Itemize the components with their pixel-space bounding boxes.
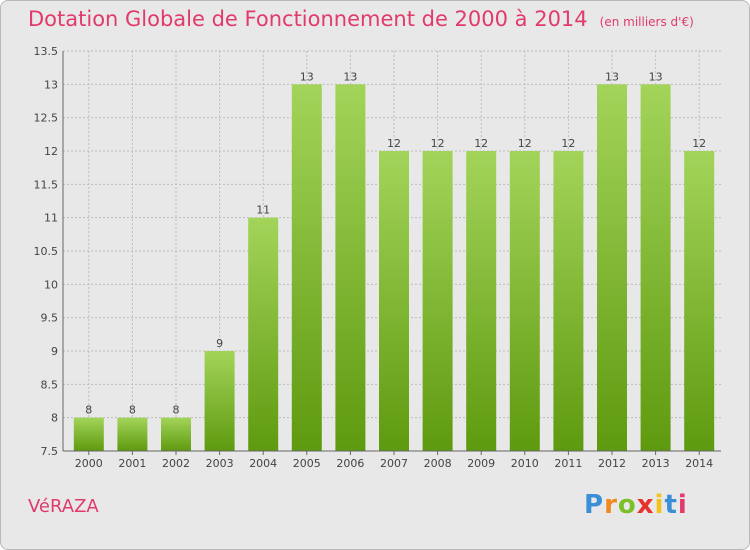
bar-2006 [335, 84, 366, 451]
y-tick-label: 9.5 [41, 312, 59, 325]
logo-letter: x [636, 490, 655, 520]
logo-letter: t [664, 490, 678, 520]
bar-value-label: 13 [300, 70, 314, 83]
logo-letter: i [654, 490, 665, 520]
x-tick-label: 2007 [380, 457, 408, 470]
bar-2008 [422, 151, 453, 451]
bar-value-label: 8 [173, 404, 180, 417]
bar-value-label: 13 [605, 70, 619, 83]
chart-subtitle: (en milliers d'€) [599, 15, 694, 29]
bar-2002 [161, 417, 191, 451]
bar-2012 [597, 84, 627, 451]
logo-letter: o [617, 490, 637, 520]
chart-title: Dotation Globale de Fonctionnement de 20… [28, 7, 694, 31]
proxiti-logo: Proxiti [584, 490, 688, 520]
y-tick-label: 12.5 [34, 112, 59, 125]
bar-2009 [466, 151, 497, 451]
bar-value-label: 12 [474, 137, 488, 150]
x-tick-label: 2002 [162, 457, 190, 470]
y-tick-label: 7.5 [41, 445, 59, 458]
x-tick-label: 2011 [554, 457, 582, 470]
logo-letter: i [677, 490, 688, 520]
y-tick-label: 10 [44, 278, 58, 291]
x-tick-label: 2000 [75, 457, 103, 470]
bar-2013 [640, 84, 671, 451]
bar-value-label: 8 [85, 404, 92, 417]
x-tick-label: 2012 [598, 457, 626, 470]
bar-2004 [248, 217, 279, 451]
bar-value-label: 12 [431, 137, 445, 150]
x-tick-label: 2001 [118, 457, 146, 470]
bar-2011 [553, 151, 584, 451]
bar-value-label: 8 [129, 404, 136, 417]
y-tick-label: 8.5 [41, 378, 59, 391]
x-tick-label: 2009 [467, 457, 495, 470]
x-tick-label: 2006 [336, 457, 364, 470]
y-tick-label: 13.5 [34, 45, 59, 58]
bar-value-label: 12 [561, 137, 575, 150]
y-tick-label: 10.5 [34, 245, 59, 258]
bar-2003 [204, 351, 235, 451]
bar-2007 [379, 151, 409, 451]
x-tick-label: 2008 [424, 457, 452, 470]
bar-2010 [509, 151, 540, 451]
y-tick-label: 11 [44, 212, 58, 225]
x-tick-label: 2014 [685, 457, 713, 470]
x-tick-label: 2010 [511, 457, 539, 470]
bar-2005 [291, 84, 322, 451]
bar-2000 [73, 417, 104, 451]
x-tick-label: 2004 [249, 457, 277, 470]
y-tick-label: 12 [44, 145, 58, 158]
y-tick-label: 13 [44, 78, 58, 91]
bar-value-label: 13 [649, 70, 663, 83]
y-tick-label: 9 [51, 345, 58, 358]
y-tick-label: 11.5 [34, 178, 59, 191]
bar-2001 [117, 417, 148, 451]
bar-2014 [684, 151, 715, 451]
bar-value-label: 9 [216, 337, 223, 350]
logo-letter: r [604, 490, 618, 520]
bar-value-label: 11 [256, 204, 270, 217]
bar-value-label: 12 [518, 137, 532, 150]
y-tick-label: 8 [51, 412, 58, 425]
commune-name: VéRAZA [28, 496, 99, 517]
logo-letter: P [584, 490, 605, 520]
bar-value-label: 12 [387, 137, 401, 150]
x-tick-label: 2005 [293, 457, 321, 470]
bar-value-label: 13 [343, 70, 357, 83]
x-tick-label: 2003 [206, 457, 234, 470]
x-tick-label: 2013 [642, 457, 670, 470]
bar-value-label: 12 [692, 137, 706, 150]
